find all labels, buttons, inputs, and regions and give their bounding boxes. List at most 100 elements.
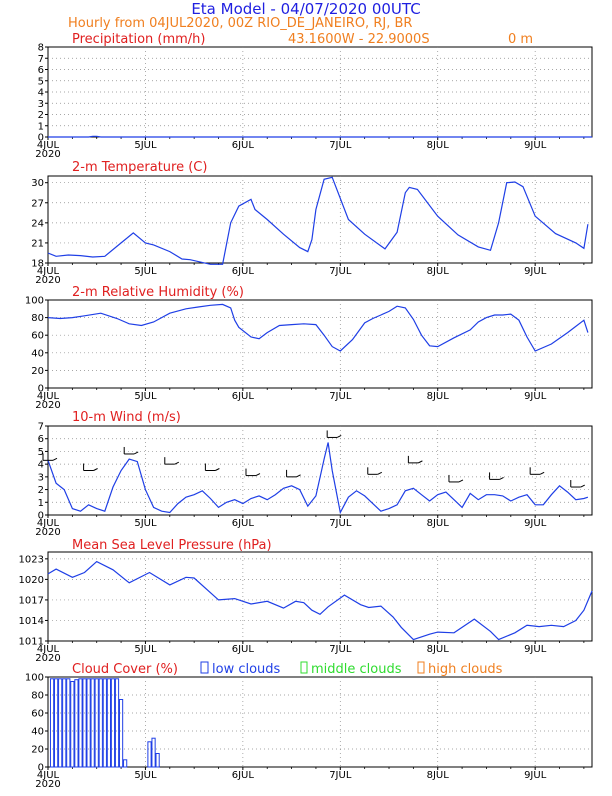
cloud-bar <box>67 679 70 767</box>
precip-ytick-label: 2 <box>38 110 44 121</box>
cloud-ytick-label: 40 <box>31 727 44 738</box>
temp-xtick-label: 7JUL <box>329 266 352 277</box>
rh-xtick-year: 2020 <box>35 400 60 411</box>
cloud-bar <box>91 679 94 767</box>
wind-barb-head <box>215 469 219 471</box>
legend-middle-label: middle clouds <box>311 662 402 677</box>
precip-ytick-label: 8 <box>38 43 44 54</box>
cloud-bar <box>107 679 110 767</box>
precip-title: Precipitation (mm/h) <box>72 32 205 47</box>
temp-ytick-label: 21 <box>31 238 44 249</box>
wind-ytick-label: 4 <box>38 460 44 471</box>
mslp-xtick-label: 9JUL <box>524 644 547 655</box>
cloud-bar <box>59 679 62 767</box>
legend-high-swatch <box>418 662 424 673</box>
cloud-ytick-label: 80 <box>31 691 44 702</box>
wind-ytick-label: 1 <box>38 498 44 509</box>
cloud-xtick-label: 7JUL <box>329 770 352 781</box>
mslp-frame <box>48 552 592 641</box>
cloud-bar <box>50 679 53 767</box>
rh-line <box>48 304 588 351</box>
cloud-xtick-label: 5JUL <box>134 770 157 781</box>
temp-ytick-label: 24 <box>31 218 44 229</box>
wind-ytick-label: 6 <box>38 434 44 445</box>
precip-xtick-label: 5JUL <box>134 140 157 151</box>
precip-ytick-label: 4 <box>38 88 44 99</box>
temp-ytick-label: 27 <box>31 198 44 209</box>
cloud-bar <box>71 682 74 768</box>
mslp-ytick-label: 1020 <box>19 575 44 586</box>
subtitle-elevation: 0 m <box>508 32 533 47</box>
temp-frame <box>48 176 592 263</box>
wind-barb-head <box>53 458 57 460</box>
subtitle-coords: 43.1600W - 22.9000S <box>288 32 430 47</box>
wind-ytick-label: 3 <box>38 472 44 483</box>
mslp-xtick-year: 2020 <box>35 653 60 664</box>
wind-frame <box>48 426 592 515</box>
cloud-bar <box>79 679 82 767</box>
temp-line <box>48 177 588 264</box>
rh-xtick-label: 9JUL <box>524 391 547 402</box>
mslp-xtick-label: 6JUL <box>232 644 255 655</box>
cloud-ytick-label: 20 <box>31 745 44 756</box>
precip-ytick-label: 3 <box>38 99 44 110</box>
temp-xtick-label: 9JUL <box>524 266 547 277</box>
temp-xtick-label: 8JUL <box>427 266 450 277</box>
cloud-bar <box>115 679 118 767</box>
cloud-bar <box>63 679 66 767</box>
rh-xtick-label: 8JUL <box>427 391 450 402</box>
wind-xtick-label: 6JUL <box>232 518 255 529</box>
wind-barb-head <box>297 475 301 477</box>
cloud-bar <box>95 679 98 767</box>
subtitle-hourly: Hourly from 04JUL2020, 00Z RIO_DE_JANEIR… <box>68 16 412 31</box>
mslp-title: Mean Sea Level Pressure (hPa) <box>72 538 272 553</box>
rh-ytick-label: 40 <box>31 348 44 359</box>
wind-ytick-label: 7 <box>38 422 44 433</box>
legend-middle-swatch <box>301 662 307 673</box>
cloud-bar <box>124 760 127 767</box>
cloud-xtick-label: 9JUL <box>524 770 547 781</box>
rh-ytick-label: 80 <box>31 313 44 324</box>
precip-xtick-label: 6JUL <box>232 140 255 151</box>
wind-barb-head <box>459 480 463 482</box>
rh-title: 2-m Relative Humidity (%) <box>72 285 244 300</box>
precip-ytick-label: 6 <box>38 65 44 76</box>
temp-xtick-label: 6JUL <box>232 266 255 277</box>
rh-xtick-label: 7JUL <box>329 391 352 402</box>
precip-ytick-label: 5 <box>38 76 44 87</box>
precip-xtick-year: 2020 <box>35 149 60 160</box>
cloud-bar <box>152 738 155 767</box>
wind-barb-head <box>418 461 422 463</box>
cloud-bar <box>148 742 151 767</box>
precip-line <box>48 136 592 137</box>
cloud-xtick-label: 8JUL <box>427 770 450 781</box>
wind-xtick-label: 8JUL <box>427 518 450 529</box>
legend-high-label: high clouds <box>428 662 503 677</box>
cloud-bar <box>156 754 159 768</box>
mslp-xtick-label: 7JUL <box>329 644 352 655</box>
cloud-bar <box>87 679 90 767</box>
precip-xtick-label: 8JUL <box>427 140 450 151</box>
mslp-ytick-label: 1014 <box>19 616 44 627</box>
precip-ytick-label: 7 <box>38 54 44 65</box>
cloud-bar <box>55 679 58 767</box>
wind-xtick-label: 9JUL <box>524 518 547 529</box>
cloud-xtick-label: 6JUL <box>232 770 255 781</box>
cloud-bar <box>103 679 106 767</box>
temp-xtick-year: 2020 <box>35 275 60 286</box>
precip-xtick-label: 9JUL <box>524 140 547 151</box>
rh-ytick-label: 60 <box>31 331 44 342</box>
wind-ytick-label: 2 <box>38 485 44 496</box>
cloud-title: Cloud Cover (%) <box>72 662 178 677</box>
cloud-ytick-label: 100 <box>25 673 44 684</box>
wind-barb-head <box>94 469 98 471</box>
precip-ytick-label: 1 <box>38 121 44 132</box>
